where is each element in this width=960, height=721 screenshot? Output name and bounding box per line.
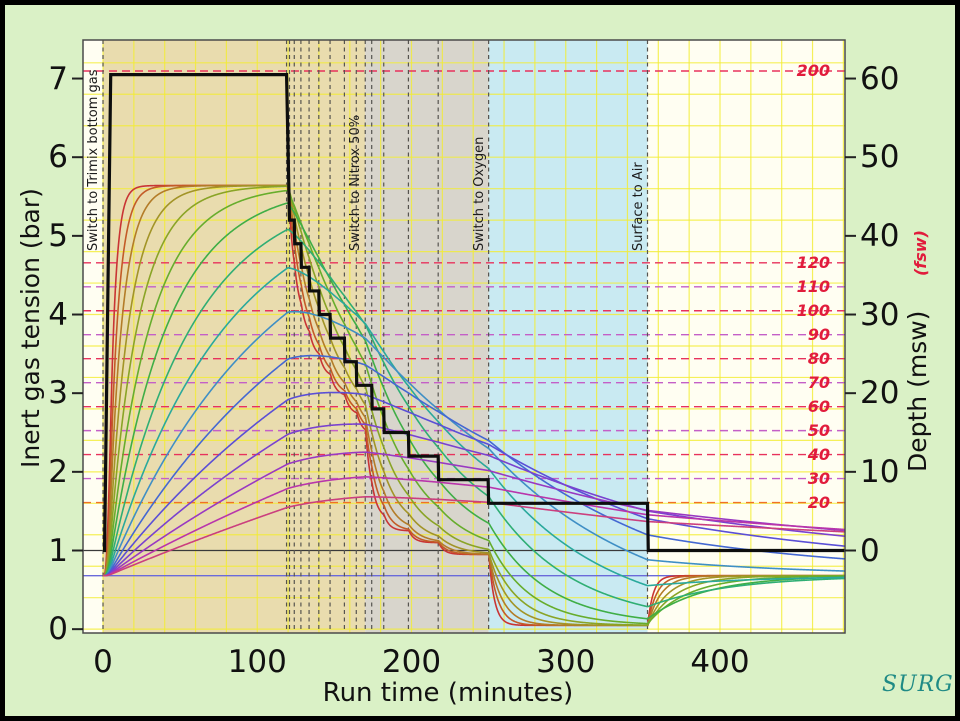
x-axis-title: Run time (minutes) (322, 678, 574, 708)
y2-axis-title: Depth (msw) (903, 310, 932, 472)
signature: SURG (882, 672, 954, 697)
y-axis-title: Inert gas tension (bar) (16, 188, 45, 468)
y2-axis-fsw-unit: (fsw) (911, 230, 930, 276)
